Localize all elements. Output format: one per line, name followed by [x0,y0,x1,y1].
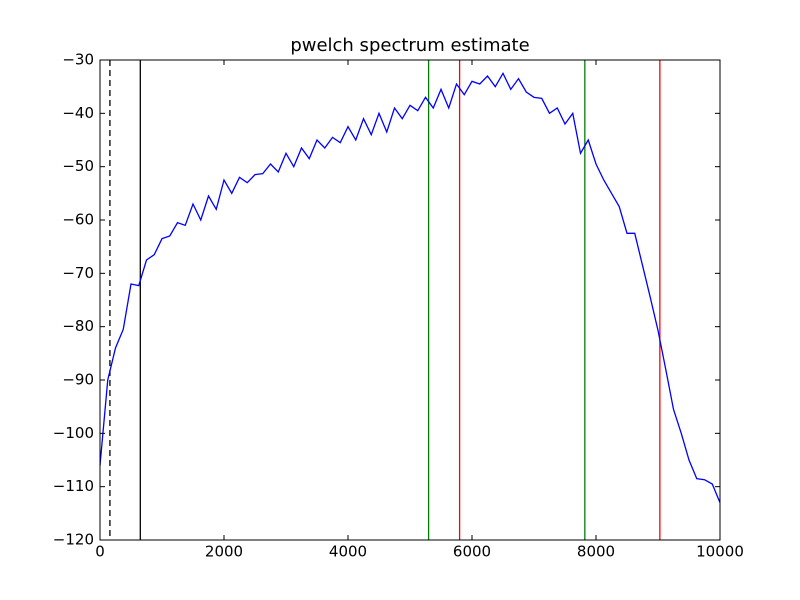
plot-frame [99,59,721,541]
y-tick-label: −80 [62,317,94,335]
y-tick-label: −70 [62,264,94,282]
x-tick-label: 2000 [205,543,243,561]
y-tick-label: −40 [62,104,94,122]
y-tick-label: −120 [53,531,94,549]
x-tick-label: 6000 [453,543,491,561]
y-tick-label: −60 [62,211,94,229]
y-tick-label: −30 [62,51,94,69]
data-line [99,71,721,503]
x-tick-label: 10000 [696,543,744,561]
y-tick-label: −100 [53,424,94,442]
x-tick-label: 4000 [329,543,367,561]
x-tick-label: 8000 [577,543,615,561]
y-tick-label: −50 [62,157,94,175]
y-tick-label: −110 [53,477,94,495]
chart-title: pwelch spectrum estimate [290,35,529,56]
y-tick-label: −90 [62,371,94,389]
x-tick-label: 0 [95,543,105,561]
